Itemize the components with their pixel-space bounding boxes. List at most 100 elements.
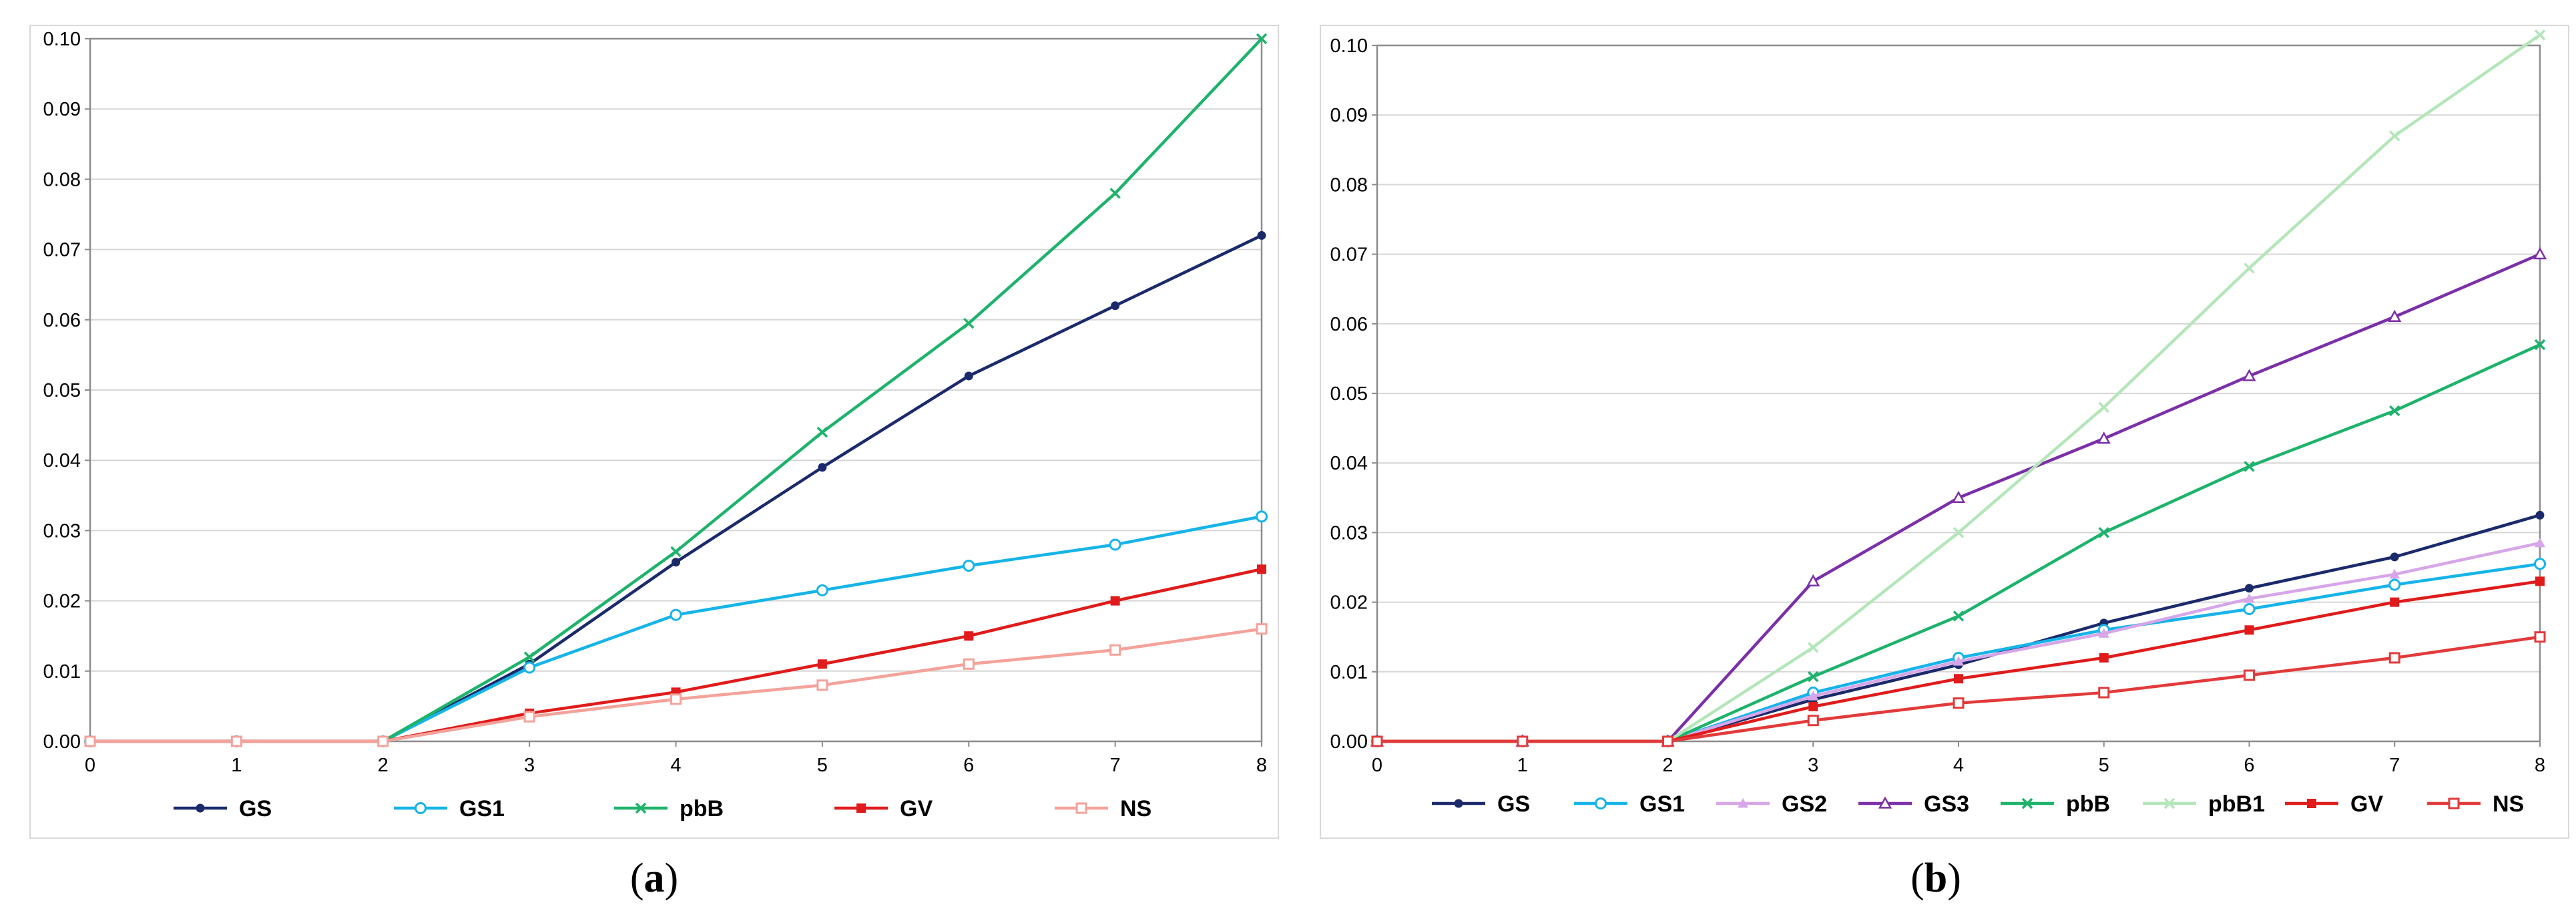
data-point-GS2	[2389, 568, 2400, 579]
data-point-GS	[672, 558, 680, 567]
legend-marker-GS	[1454, 799, 1463, 808]
data-point-NS	[2388, 652, 2400, 664]
legend-label-GV: GV	[900, 796, 933, 821]
data-point-NS	[523, 711, 535, 723]
legend-label-pbB: pbB	[680, 796, 724, 821]
data-point-pbB	[1953, 610, 1965, 622]
data-point-NS	[2244, 669, 2255, 681]
y-tick-label: 0.01	[1330, 662, 1368, 683]
data-point-pbB	[2098, 527, 2109, 538]
data-point-GV	[2535, 576, 2545, 586]
data-point-pbB	[2534, 339, 2546, 351]
y-tick-label: 0.06	[43, 310, 81, 331]
legend-marker-NS	[1075, 802, 1087, 814]
x-tick-label: 5	[817, 755, 828, 776]
y-tick-label: 0.09	[43, 99, 81, 120]
data-point-pbB	[2244, 461, 2255, 472]
data-point-GS	[1111, 301, 1120, 311]
data-point-GS	[2245, 584, 2254, 593]
data-point-NS	[963, 658, 975, 670]
panel-caption: (b)	[1910, 856, 1961, 901]
x-tick-label: 7	[1110, 755, 1121, 776]
data-point-GV	[964, 631, 974, 641]
data-point-GS1	[1109, 538, 1121, 551]
data-point-pbB1	[2098, 401, 2109, 413]
x-tick-label: 4	[1953, 755, 1964, 776]
data-point-pbB	[1109, 188, 1121, 199]
y-tick-label: 0.05	[1330, 383, 1368, 405]
chart-frame	[1320, 25, 2569, 839]
x-tick-label: 4	[670, 755, 681, 776]
legend-label-GS1: GS1	[1639, 791, 1685, 817]
data-point-GS	[2535, 510, 2545, 520]
data-point-pbB1	[2534, 29, 2546, 41]
y-tick-label: 0.07	[1330, 244, 1368, 266]
data-point-GS3	[1806, 574, 1820, 586]
data-point-NS	[84, 735, 96, 747]
data-point-GS1	[2243, 603, 2256, 616]
x-tick-label: 2	[378, 755, 389, 776]
data-point-NS	[816, 679, 828, 691]
x-tick-label: 6	[963, 755, 974, 776]
data-point-NS	[1517, 735, 1529, 747]
data-point-GS2	[2098, 628, 2109, 638]
data-point-GS2	[1808, 691, 1819, 701]
x-tick-label: 0	[85, 755, 95, 776]
y-tick-label: 0.04	[1330, 453, 1368, 474]
y-tick-label: 0.00	[43, 731, 81, 753]
data-point-GV	[2390, 597, 2400, 607]
legend-label-GS: GS	[1497, 791, 1530, 817]
legend-marker-NS	[2448, 797, 2460, 809]
legend-marker-GS	[196, 803, 205, 813]
x-tick-label: 6	[2244, 755, 2254, 776]
y-tick-label: 0.03	[1330, 522, 1368, 544]
data-point-GS2	[2244, 593, 2255, 603]
data-point-pbB1	[2244, 262, 2255, 274]
data-point-pbB	[523, 651, 535, 663]
y-tick-label: 0.10	[1330, 35, 1368, 57]
data-point-pbB	[2389, 405, 2400, 417]
data-point-pbB1	[2389, 130, 2400, 142]
legend-marker-GV	[2307, 799, 2316, 808]
caption-open: (	[630, 856, 644, 901]
data-point-pbB	[963, 317, 975, 329]
caption-open: (	[1910, 856, 1924, 901]
y-tick-label: 0.02	[43, 591, 81, 612]
legend-marker-GS2	[1738, 798, 1748, 808]
data-point-GS3	[2097, 431, 2111, 444]
caption-letter: b	[1924, 856, 1947, 901]
y-tick-label: 0.05	[43, 380, 81, 401]
data-point-GV	[2099, 653, 2109, 663]
data-point-NS	[2098, 687, 2110, 699]
data-point-NS	[670, 693, 682, 705]
data-point-pbB	[816, 426, 828, 438]
data-point-GV	[1257, 564, 1266, 574]
chart-frame	[29, 25, 1279, 839]
data-point-GS3	[2533, 247, 2547, 260]
x-tick-label: 1	[1517, 755, 1528, 776]
data-point-GS1	[523, 661, 536, 674]
data-point-pbB1	[1953, 527, 1965, 538]
data-point-GV	[1110, 596, 1120, 606]
data-point-NS	[2534, 631, 2546, 643]
data-point-GS1	[1256, 510, 1268, 523]
data-point-NS	[1807, 715, 1819, 727]
caption-close: )	[665, 856, 679, 901]
data-point-GS	[818, 463, 827, 472]
data-point-GV	[817, 659, 827, 669]
data-point-NS	[230, 735, 242, 747]
data-point-GV	[1954, 674, 1963, 684]
data-point-GV	[2244, 625, 2254, 635]
x-tick-label: 0	[1372, 755, 1382, 776]
data-point-NS	[377, 735, 389, 747]
data-point-pbB	[670, 546, 682, 558]
legend-label-GS: GS	[239, 796, 272, 821]
data-point-NS	[1662, 735, 1673, 747]
legend-label-pbB: pbB	[2066, 791, 2110, 817]
y-tick-label: 0.08	[43, 169, 81, 190]
data-point-GS	[964, 371, 973, 381]
data-point-pbB1	[1808, 642, 1819, 653]
data-point-GS1	[2534, 558, 2546, 570]
legend-marker-pbB1	[2163, 797, 2175, 809]
